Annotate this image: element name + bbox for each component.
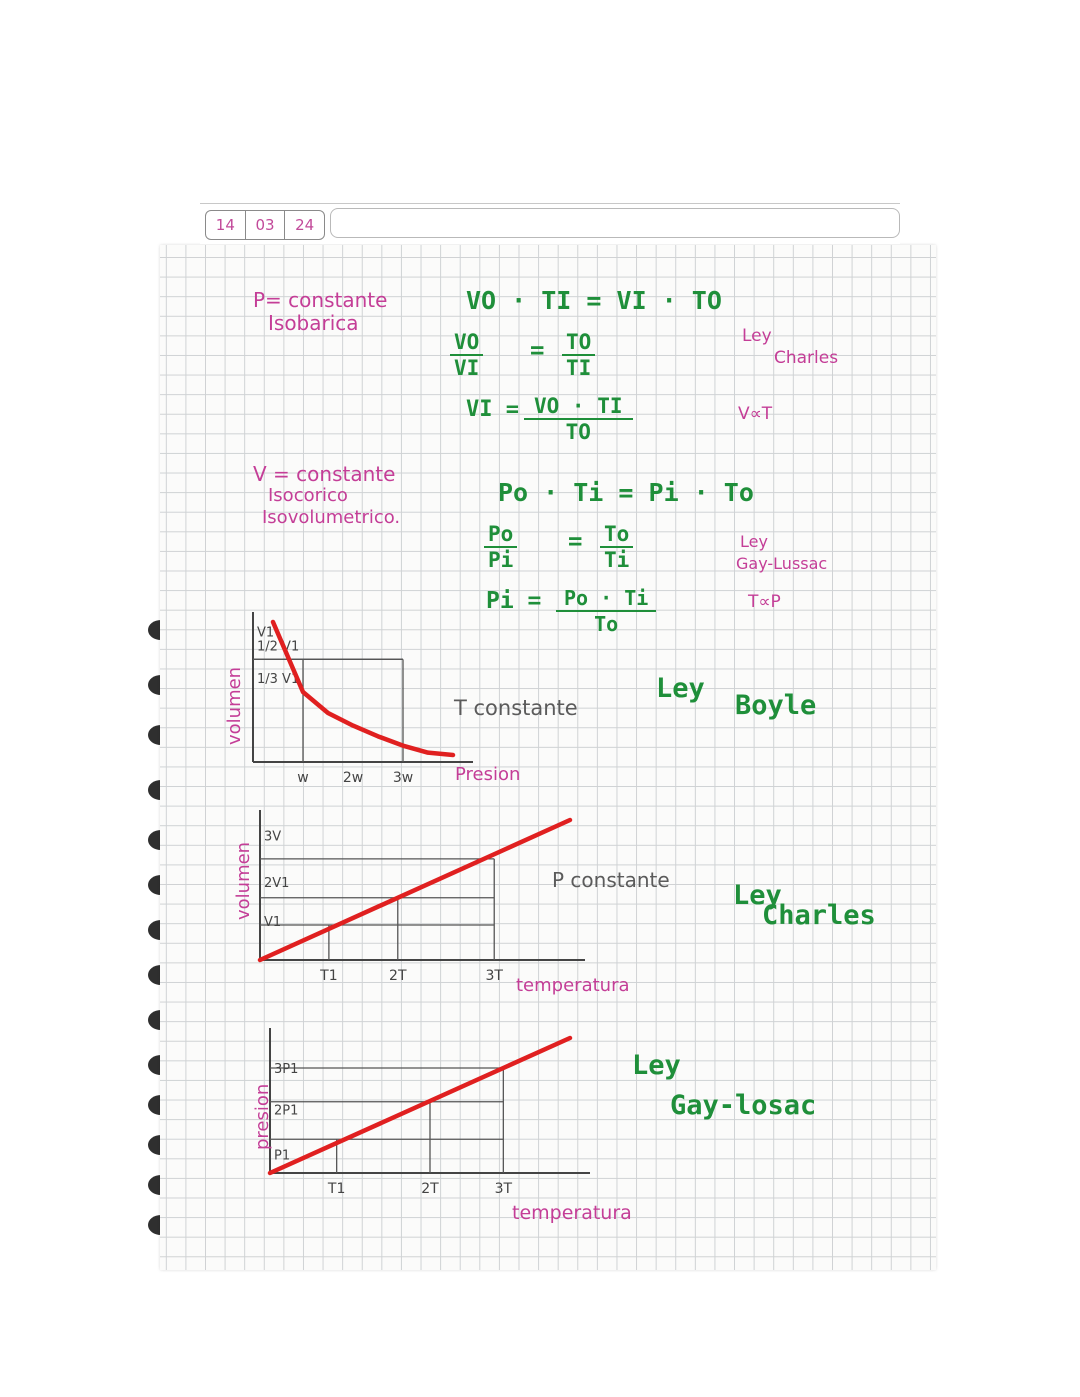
charles-eq2-right: TO TI	[562, 330, 596, 380]
y-tick-label: 2P1	[274, 1103, 298, 1118]
y-tick-label: 1/3 V1	[257, 672, 299, 687]
isochoric-line1: V = constante	[253, 462, 396, 486]
charles-eq2-rnum: TO	[562, 330, 596, 356]
y-tick-label: 3V	[264, 830, 281, 845]
data-series-line	[270, 619, 456, 758]
x-tick-label: 3T	[485, 968, 503, 984]
x-tick-label: 2T	[421, 1181, 439, 1197]
date-year: 24	[295, 216, 315, 234]
y-tick-label: 2V1	[264, 876, 289, 891]
boyle-name-label: Boyle	[735, 690, 817, 721]
charles-proportional: V∝T	[738, 404, 773, 424]
boyle-chart: w 2w 3w V11/2 V1 1/3 V1	[252, 612, 473, 786]
charles-name-small: Charles	[774, 348, 839, 368]
x-tick-label: 2T	[389, 968, 407, 984]
notebook-page	[160, 245, 936, 1270]
y-tick-label: 3P1	[274, 1062, 298, 1077]
gaylussac-eq3-left: Pi =	[486, 588, 542, 614]
charles-xlabel: temperatura	[516, 975, 630, 996]
gaylussac-eq2-left: Po Pi	[484, 522, 518, 572]
gaylussac-xlabel: temperatura	[512, 1202, 632, 1224]
x-tick-label: 3w	[393, 770, 413, 786]
data-series-line	[257, 817, 573, 963]
charles-eq2-den: VI	[454, 356, 480, 380]
gaylussac-eq2-rden: Ti	[604, 548, 630, 572]
x-tick-label: T1	[319, 968, 337, 984]
gaylussac-chart: T1 2T 3T P1 2P1 3P1	[267, 1028, 590, 1197]
gaylussac-proportional: T∝P	[748, 592, 781, 612]
gaylussac-eq2-den: Pi	[488, 548, 514, 572]
charles-chart: T1 2T 3T V1 2V1 3V	[257, 810, 585, 984]
gaylussac-eq3-den: To	[594, 612, 619, 636]
isochoric-line3: Isovolumetrico.	[262, 507, 401, 528]
gaylussac-ley-small: Ley	[740, 532, 768, 551]
gaylussac-name-small: Gay-Lussac	[736, 554, 828, 573]
isobaric-line2: Isobarica	[268, 311, 359, 335]
gaylussac-eq3-fraction: Po · Ti To	[556, 586, 657, 636]
charles-eq2-left: VO VI	[450, 330, 484, 380]
charles-name-label: Charles	[762, 900, 876, 931]
gaylussac-ylabel: presion	[252, 1083, 273, 1150]
x-tick-label: 2w	[343, 770, 363, 786]
title-field	[330, 208, 900, 238]
gaylussac-eq2-equals: =	[568, 527, 583, 555]
x-tick-label: T1	[327, 1181, 345, 1197]
y-tick-label: V1	[264, 915, 281, 930]
charles-eq3-left: VI =	[466, 397, 519, 422]
charles-eq1: VO · TI = VI · TO	[466, 286, 722, 315]
gaylussac-ley-label: Ley	[632, 1050, 681, 1081]
charles-eq3-num: VO · TI	[524, 394, 633, 420]
boyle-annotation: T constante	[454, 696, 578, 720]
y-tick-label: P1	[274, 1148, 290, 1163]
y-tick-label: V1	[257, 625, 274, 640]
charles-eq3-den: TO	[565, 420, 591, 444]
boyle-xlabel: Presion	[455, 764, 521, 785]
gaylussac-eq2-num: Po	[484, 522, 518, 548]
date-day: 14	[206, 211, 246, 239]
date-month: 03	[246, 211, 286, 239]
gaylussac-eq2-right: To Ti	[600, 522, 634, 572]
x-tick-label: 3T	[495, 1181, 513, 1197]
charles-annotation: P constante	[552, 868, 670, 892]
charles-eq2-rden: TI	[566, 356, 592, 380]
boyle-ley-label: Ley	[656, 673, 705, 704]
gaylussac-name-label: Gay-losac	[670, 1090, 817, 1121]
charles-eq2-equals: =	[530, 336, 545, 364]
date-box: 14 03 24	[205, 210, 325, 240]
x-tick-label: w	[297, 770, 308, 786]
charles-eq2-num: VO	[450, 330, 484, 356]
isobaric-line1: P= constante	[253, 288, 388, 312]
isochoric-line2: Isocorico	[268, 485, 348, 506]
charles-ylabel: volumen	[233, 841, 254, 920]
charles-ley-label: Ley	[733, 880, 782, 911]
data-series-line	[267, 1035, 573, 1176]
charles-eq3-fraction: VO · TI TO	[524, 394, 633, 444]
charles-ley-small: Ley	[742, 326, 772, 346]
gaylussac-eq3-num: Po · Ti	[556, 586, 657, 612]
gaylussac-eq2-rnum: To	[600, 522, 634, 548]
boyle-ylabel: volumen	[224, 666, 245, 745]
gaylussac-eq1: Po · Ti = Pi · To	[498, 478, 754, 507]
y-tick-label: 1/2 V1	[257, 639, 299, 654]
